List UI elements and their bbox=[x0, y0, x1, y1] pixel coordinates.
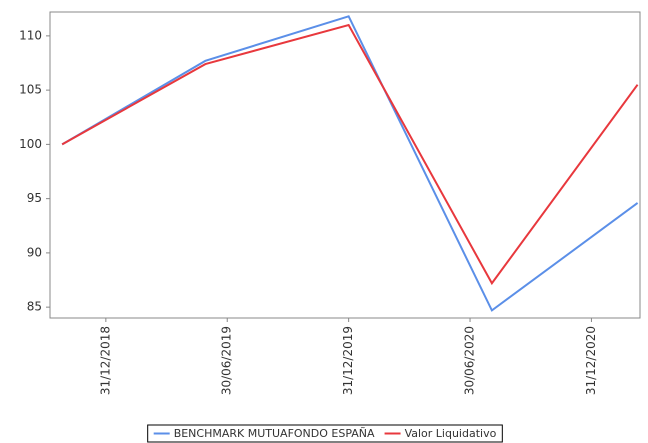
y-tick-label: 95 bbox=[27, 191, 42, 205]
legend-box bbox=[147, 424, 503, 443]
series-line bbox=[61, 15, 639, 312]
x-tick-label: 30/06/2020 bbox=[463, 326, 477, 395]
y-tick-label: 85 bbox=[27, 300, 42, 314]
y-tick-label: 105 bbox=[19, 83, 42, 97]
plot-frame bbox=[49, 11, 641, 319]
x-tick-label: 31/12/2018 bbox=[98, 326, 112, 395]
x-tick-label: 31/12/2019 bbox=[341, 326, 355, 395]
legend-label: Valor Liquidativo bbox=[405, 427, 497, 440]
y-tick-label: 90 bbox=[27, 245, 42, 259]
y-tick-label: 110 bbox=[19, 28, 42, 42]
x-tick-label: 31/12/2020 bbox=[584, 326, 598, 395]
series-line bbox=[61, 23, 639, 286]
legend: BENCHMARK MUTUAFONDO ESPAÑA Valor Liquida… bbox=[147, 424, 503, 443]
legend-label: BENCHMARK MUTUAFONDO ESPAÑA bbox=[174, 427, 375, 440]
x-tick-label: 30/06/2019 bbox=[220, 326, 234, 395]
y-tick-label: 100 bbox=[19, 137, 42, 151]
